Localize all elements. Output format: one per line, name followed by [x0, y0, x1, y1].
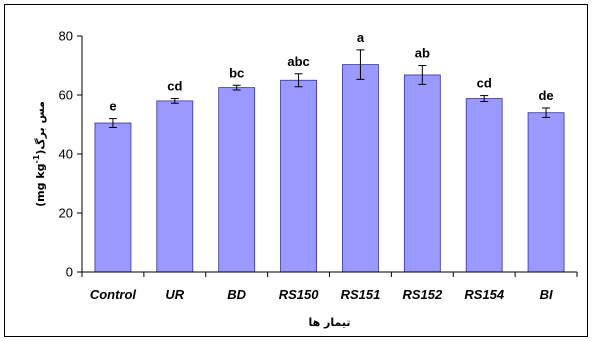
- x-tick-label: RS150: [279, 287, 320, 302]
- x-axis-title: تیمار ها: [308, 316, 350, 329]
- significance-letter: ab: [415, 46, 430, 61]
- bar: [342, 64, 379, 273]
- x-tick-label: RS152: [402, 287, 443, 302]
- significance-letter: e: [109, 99, 116, 114]
- y-axis-title-text: )مس برگ: [33, 101, 47, 154]
- axes-group: 0 20 40 60 80 Control UR BD RS150 RS151 RS152 RS154…: [59, 29, 578, 302]
- y-tick-label: 40: [59, 147, 73, 162]
- bar: [527, 112, 565, 273]
- x-tick-label: BI: [540, 287, 553, 302]
- y-axis-title: (mg kg-1)مس برگ: [32, 101, 47, 207]
- x-tick-label: BD: [227, 287, 246, 302]
- significance-letter: cd: [167, 79, 182, 94]
- x-tick-label: Control: [90, 287, 137, 302]
- bar: [94, 122, 132, 273]
- significance-letter: a: [357, 30, 365, 45]
- x-tick-label: RS151: [341, 287, 381, 302]
- y-tick-label: 0: [66, 265, 73, 280]
- significance-letter: abc: [287, 54, 309, 69]
- y-axis-title-unit: (mg kg: [34, 163, 47, 206]
- y-tick-label: 80: [59, 29, 73, 44]
- y-axis-title-sup: -1: [32, 154, 41, 163]
- bar: [403, 74, 441, 273]
- x-tick-label: UR: [165, 287, 184, 302]
- y-tick-label: 60: [59, 88, 73, 103]
- bar: [465, 98, 503, 273]
- x-tick-label: RS154: [464, 287, 505, 302]
- bar: [280, 79, 317, 273]
- y-tick-label: 20: [59, 206, 73, 221]
- bar: [218, 87, 256, 273]
- bars-group: e cd bc abc a ab cd de: [94, 30, 565, 273]
- significance-letter: cd: [477, 76, 492, 91]
- significance-letter: bc: [229, 65, 244, 80]
- significance-letter: de: [538, 88, 553, 103]
- bar: [156, 100, 194, 273]
